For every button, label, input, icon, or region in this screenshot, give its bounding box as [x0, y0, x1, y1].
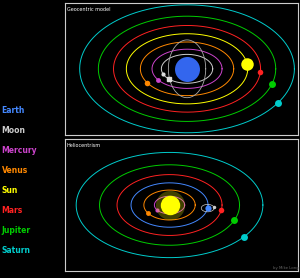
Text: Heliocentrism: Heliocentrism	[67, 143, 101, 148]
Text: Venus: Venus	[2, 166, 28, 175]
Text: Mars: Mars	[2, 206, 23, 215]
Text: by Mike Long: by Mike Long	[273, 266, 298, 270]
Text: Earth: Earth	[2, 106, 25, 115]
Text: Sun: Sun	[2, 186, 18, 195]
Text: Saturn: Saturn	[2, 246, 31, 255]
Text: Mercury: Mercury	[2, 146, 37, 155]
Text: Jupiter: Jupiter	[2, 226, 31, 235]
Text: Geocentric model: Geocentric model	[67, 7, 110, 12]
Text: Moon: Moon	[2, 126, 26, 135]
